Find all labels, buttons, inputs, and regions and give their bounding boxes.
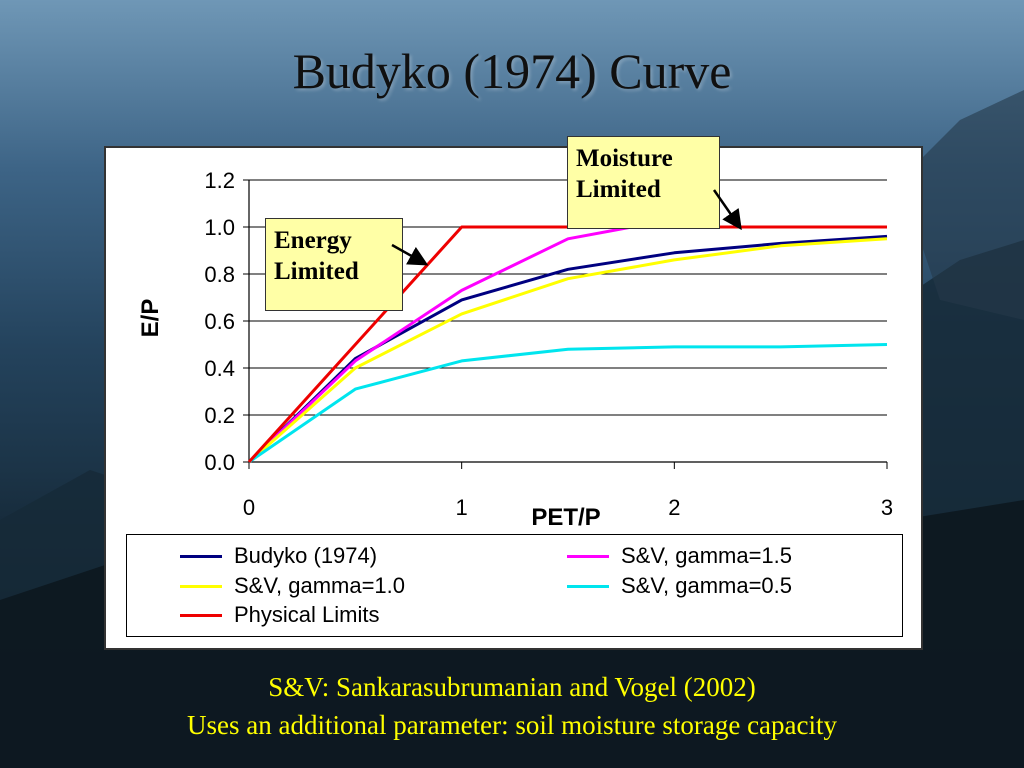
y-tick-label: 0.2 [204, 403, 235, 428]
legend-item-physical-limits: Physical Limits [180, 602, 379, 628]
legend-label: S&V, gamma=1.0 [234, 573, 406, 598]
legend-item-gamma-1-0: S&V, gamma=1.0 [180, 573, 405, 599]
y-tick-label: 1.2 [204, 168, 235, 193]
legend-item-gamma-1-5: S&V, gamma=1.5 [567, 543, 792, 569]
y-tick-label: 1.0 [204, 215, 235, 240]
legend-swatch [180, 613, 222, 617]
series-line-0 [247, 234, 888, 464]
series-line-2 [248, 237, 888, 464]
chart-legend: Budyko (1974) S&V, gamma=1.5 S&V, gamma=… [126, 534, 903, 637]
y-tick-label: 0.4 [204, 356, 235, 381]
slide-title: Budyko (1974) Curve [292, 43, 732, 99]
footer-citation: S&V: Sankarasubrumanian and Vogel (2002) [268, 672, 756, 702]
callout-line: Moisture [576, 145, 673, 172]
y-axis-label: E/P [137, 299, 164, 338]
legend-label: Physical Limits [234, 602, 380, 627]
y-tick-label: 0.8 [204, 262, 235, 287]
legend-label: Budyko (1974) [234, 543, 378, 568]
footer-note: Uses an additional parameter: soil moist… [186, 710, 838, 740]
legend-item-budyko: Budyko (1974) [180, 543, 377, 569]
callout-line: Limited [274, 258, 359, 285]
legend-item-gamma-0-5: S&V, gamma=0.5 [567, 573, 792, 599]
y-tick-label: 0.6 [204, 309, 235, 334]
chart-panel: 0.0 0.2 0.4 0.6 0.8 1.0 1.2 0 1 2 3 PET/P E/P Budy… [104, 146, 923, 650]
series-line-4 [247, 225, 887, 464]
series-line-3 [248, 343, 888, 464]
energy-limited-callout: Energy Limited [265, 218, 403, 311]
x-tick-label: 1 [456, 495, 468, 520]
x-tick-label: 3 [881, 495, 893, 520]
x-tick-label: 0 [243, 495, 255, 520]
callout-line: Energy [274, 227, 352, 254]
x-tick-label: 2 [668, 495, 680, 520]
y-tick-label: 0.0 [204, 450, 235, 475]
legend-swatch [180, 554, 222, 558]
legend-swatch [180, 584, 222, 588]
legend-swatch [567, 554, 609, 558]
moisture-limited-callout: Moisture Limited [567, 136, 720, 229]
callout-line: Limited [576, 176, 661, 203]
legend-label: S&V, gamma=0.5 [621, 573, 793, 598]
legend-label: S&V, gamma=1.5 [621, 543, 793, 568]
x-axis-label: PET/P [531, 504, 600, 531]
tick-labels: 0.0 0.2 0.4 0.6 0.8 1.0 1.2 0 1 2 3 [204, 168, 893, 520]
axes [243, 179, 888, 469]
legend-swatch [567, 584, 609, 588]
